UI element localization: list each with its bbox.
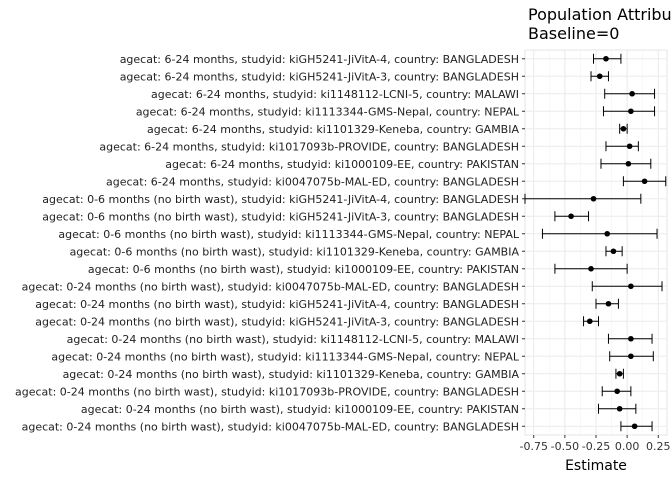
row-label: agecat: 0-6 months (no birth wast), stud… (58, 228, 519, 241)
x-tick-label: 0.25 (646, 440, 671, 453)
grid-minor (548, 50, 644, 435)
estimate-point (616, 370, 623, 377)
row-label: agecat: 6-24 months, studyid: ki1101329-… (147, 123, 520, 136)
estimate-point (628, 283, 634, 290)
row-label: agecat: 0-24 months (no birth wast), stu… (22, 280, 519, 293)
x-axis-title: Estimate (565, 458, 627, 474)
estimate-point (605, 300, 612, 307)
estimate-point (628, 108, 634, 115)
row-label: agecat: 0-6 months (no birth wast), stud… (42, 210, 519, 223)
row-label: agecat: 0-24 months (no birth wast), stu… (67, 333, 519, 346)
row-label: agecat: 6-24 months, studyid: ki0047075b… (106, 175, 519, 188)
estimate-point (625, 160, 632, 167)
estimate-point (604, 230, 611, 237)
estimate-point (628, 353, 634, 360)
chart-title: Population Attribut (528, 5, 672, 24)
row-label: agecat: 6-24 months, studyid: ki1148112-… (151, 88, 519, 101)
estimate-point (588, 265, 594, 272)
row-label: agecat: 0-24 months (no birth wast), stu… (51, 350, 519, 363)
row-label: agecat: 0-6 months (no birth wast), stud… (70, 245, 520, 258)
x-tick-label: -0.25 (582, 440, 610, 453)
estimate-point (631, 423, 638, 430)
row-label: agecat: 0-6 months (no birth wast), stud… (88, 263, 519, 276)
estimate-point (641, 178, 648, 185)
row-label: agecat: 6-24 months, studyid: kiGH5241-J… (120, 53, 519, 66)
x-tick-label: -0.50 (551, 440, 579, 453)
row-label: agecat: 0-24 months (no birth wast), stu… (81, 403, 519, 416)
row-label: agecat: 0-6 months (no birth wast), stud… (42, 193, 519, 206)
row-label: agecat: 6-24 months, studyid: ki1113344-… (136, 105, 520, 118)
estimate-point (568, 213, 574, 220)
row-label: agecat: 6-24 months, studyid: kiGH5241-J… (120, 70, 519, 83)
estimate-point (620, 125, 627, 132)
row-label: agecat: 0-24 months (no birth wast), stu… (35, 315, 519, 328)
x-axis: -0.75 -0.50 -0.25 0.00 0.25 (519, 435, 671, 453)
estimate-point (626, 143, 633, 150)
estimate-point (616, 405, 623, 412)
estimate-point (596, 73, 603, 80)
estimate-point (629, 90, 635, 97)
forest-rows: agecat: 6-24 months, studyid: kiGH5241-J… (15, 53, 667, 433)
estimate-point (610, 248, 617, 255)
row-label: agecat: 6-24 months, studyid: ki1000109-… (165, 158, 519, 171)
chart-subtitle: Baseline=0 (528, 24, 619, 43)
x-tick-label: -0.75 (519, 440, 547, 453)
row-label: agecat: 0-24 months (no birth wast), stu… (15, 385, 519, 398)
row-label: agecat: 6-24 months, studyid: ki1017093b… (99, 140, 519, 153)
row-label: agecat: 0-24 months (no birth wast), stu… (35, 298, 519, 311)
x-tick-label: 0.00 (615, 440, 640, 453)
estimate-point (614, 388, 620, 395)
row-label: agecat: 0-24 months (no birth wast), stu… (22, 420, 519, 433)
estimate-point (628, 335, 634, 342)
row-label: agecat: 0-24 months (no birth wast), stu… (63, 368, 520, 381)
estimate-point (590, 195, 597, 202)
estimate-point (586, 318, 593, 325)
estimate-point (603, 55, 609, 62)
